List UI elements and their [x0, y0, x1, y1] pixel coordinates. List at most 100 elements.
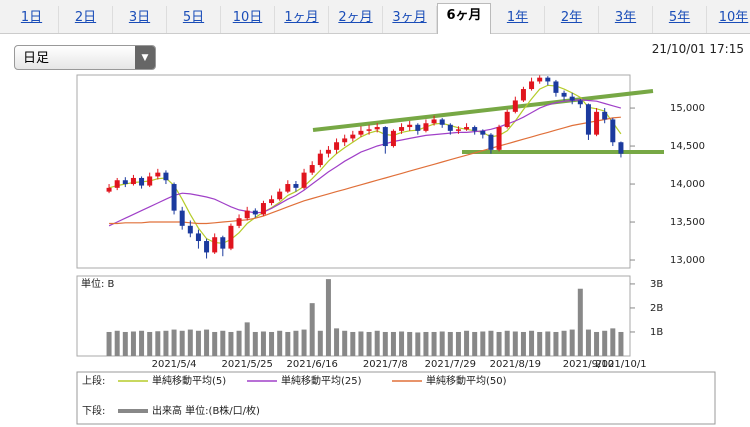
candle-body	[488, 134, 494, 150]
period-tab[interactable]: 6ヶ月	[437, 3, 491, 34]
volume-bar	[155, 331, 161, 356]
volume-bar	[204, 329, 210, 356]
candle-body	[594, 111, 600, 135]
x-tick-label: 2021/5/25	[222, 359, 273, 370]
candle-body	[447, 124, 453, 131]
volume-bar	[114, 330, 120, 356]
volume-bar	[350, 331, 356, 356]
candle-body	[472, 127, 478, 131]
volume-bar	[594, 331, 600, 356]
volume-bar	[179, 330, 185, 356]
volume-bar	[529, 330, 535, 356]
legend-label: 単純移動平均(50)	[426, 374, 507, 387]
candle-body	[520, 89, 526, 101]
y-tick-label: 13,000	[670, 255, 705, 266]
volume-bar	[122, 331, 128, 356]
candle-body	[130, 177, 136, 185]
candle-body	[325, 149, 331, 154]
period-tab[interactable]: 3日	[113, 6, 167, 33]
volume-bar	[585, 329, 591, 356]
volume-bar	[553, 331, 559, 356]
period-tab[interactable]: 1ヶ月	[275, 6, 329, 33]
volume-bar	[293, 330, 299, 356]
candle-body	[317, 153, 323, 166]
legend-section-label: 上段:	[82, 374, 105, 387]
volume-bar	[464, 330, 470, 356]
candle-body	[285, 184, 291, 192]
x-tick-label: 2021/7/8	[363, 359, 408, 370]
candle-body	[512, 100, 518, 112]
x-tick-label: 2021/8/19	[490, 359, 541, 370]
period-tab[interactable]: 1日	[5, 6, 59, 33]
candles	[106, 75, 624, 259]
candle-body	[529, 81, 535, 90]
volume-bar	[171, 329, 177, 356]
candle-body	[504, 111, 510, 128]
x-tick-label: 2021/6/16	[287, 359, 338, 370]
volume-bar	[618, 331, 624, 356]
candle-body	[252, 210, 258, 215]
period-tab[interactable]: 5日	[167, 6, 221, 33]
y-tick-label: 14,000	[670, 179, 705, 190]
x-tick-label: 2021/9/10	[563, 359, 614, 370]
candle-body	[114, 180, 120, 188]
volume-bar	[187, 329, 193, 356]
tab-bar: 1日 2日 3日 5日 10日 1ヶ月 2ヶ月 3ヶ月 6ヶ月 1年 2年 3年 5年 10年	[0, 0, 750, 34]
candle-body	[204, 241, 210, 253]
period-tab[interactable]: 2ヶ月	[329, 6, 383, 33]
candle-body	[187, 225, 193, 234]
volume-bar	[244, 322, 250, 356]
x-tick-label: 2021/5/4	[152, 359, 197, 370]
candle-body	[366, 129, 372, 131]
volume-bar	[147, 331, 153, 356]
volume-bar	[277, 330, 283, 356]
y-tick-label: 15,000	[670, 103, 705, 114]
volume-bar	[390, 331, 396, 356]
candle-body	[602, 111, 608, 120]
legend-section-label: 下段:	[82, 404, 105, 417]
candle-body	[244, 210, 250, 219]
candle-body	[179, 210, 185, 226]
x-tick-label: 2021/10/1	[595, 359, 646, 370]
period-tab[interactable]: 1年	[491, 6, 545, 33]
moving-average-line	[108, 99, 622, 227]
candle-body	[106, 187, 112, 192]
period-tab[interactable]: 3ヶ月	[383, 6, 437, 33]
candle-body	[260, 203, 266, 215]
candle-body	[293, 184, 299, 188]
period-tab[interactable]: 10日	[221, 6, 275, 33]
period-tab[interactable]: 2日	[59, 6, 113, 33]
candle-body	[455, 129, 461, 131]
volume-bar	[382, 331, 388, 356]
volume-bar	[301, 329, 307, 356]
period-tab[interactable]: 5年	[653, 6, 707, 33]
candle-body	[277, 191, 283, 200]
volume-bar	[236, 330, 242, 356]
period-tab[interactable]: 3年	[599, 6, 653, 33]
volume-bar	[407, 331, 413, 356]
volume-bar	[512, 331, 518, 356]
candle-body	[220, 237, 226, 249]
period-tab[interactable]: 2年	[545, 6, 599, 33]
volume-bar	[447, 331, 453, 356]
candle-body	[464, 127, 470, 130]
legend-label: 単純移動平均(5)	[152, 374, 226, 387]
candle-body	[553, 81, 559, 93]
trend-line	[312, 89, 654, 132]
volume-bar	[415, 332, 421, 356]
period-tab[interactable]: 10年	[707, 6, 750, 33]
candle-body	[585, 104, 591, 135]
candle-body	[195, 233, 201, 242]
candle-body	[147, 176, 153, 186]
y-tick-label: 2B	[650, 303, 663, 314]
x-tick-label: 2021/7/29	[425, 359, 476, 370]
legend-label: 出来高 単位:(B株/口/枚)	[152, 404, 260, 417]
volume-bar	[399, 331, 405, 356]
candle-body	[342, 138, 348, 143]
period-dropdown[interactable]: 日足 ▼	[14, 45, 156, 70]
candle-body	[171, 184, 177, 211]
candle-body	[618, 142, 624, 154]
y-tick-label: 14,500	[670, 141, 705, 152]
